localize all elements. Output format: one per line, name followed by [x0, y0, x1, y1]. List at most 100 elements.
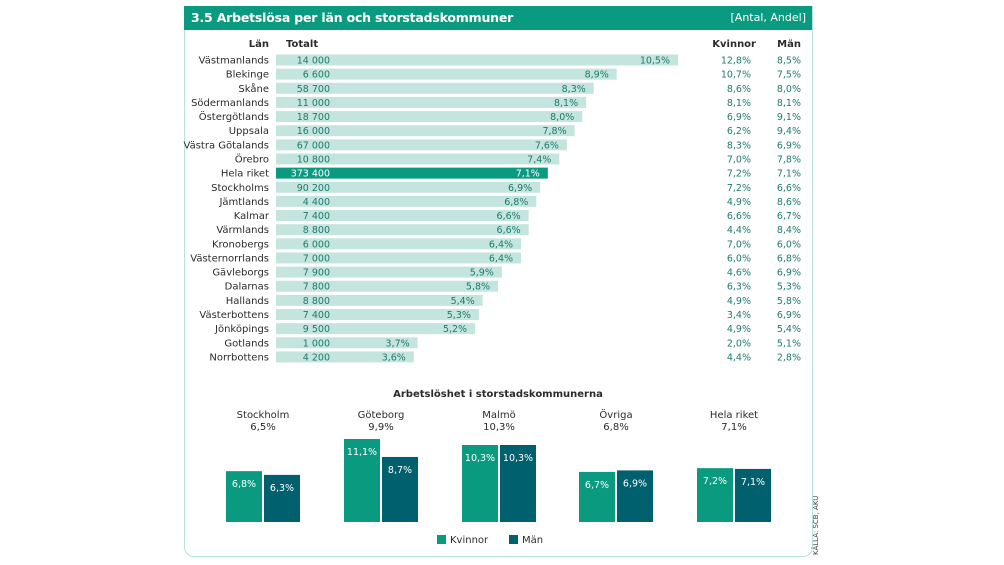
legend-item: Män: [509, 535, 543, 546]
city-total-label: 10,3%: [483, 422, 515, 433]
city-label: Övriga: [599, 408, 632, 421]
kvinnor-value: 6,0%: [727, 253, 751, 264]
column-header-kvinnor: Kvinnor: [712, 39, 756, 50]
kvinnor-value: 6,2%: [727, 126, 751, 137]
column-header-man: Män: [777, 39, 801, 50]
bar: [276, 309, 479, 321]
kvinnor-value: 4,4%: [727, 352, 751, 363]
column-header-lan: Län: [249, 39, 269, 50]
region-label: Västra Götalands: [184, 140, 269, 151]
man-value: 9,4%: [777, 126, 801, 137]
total-count-label: 7 400: [303, 310, 330, 321]
bar-kvinnor: [344, 439, 380, 522]
total-count-label: 58 700: [297, 84, 330, 95]
total-count-label: 18 700: [297, 112, 330, 123]
kvinnor-value: 2,0%: [727, 338, 751, 349]
legend-item: Kvinnor: [437, 535, 489, 546]
bar-man: [264, 474, 300, 522]
table-row: Västerbottens 7 400 5,3% 3,4% 6,9%: [199, 309, 801, 321]
bar: [276, 337, 418, 349]
man-value: 7,5%: [777, 70, 801, 81]
table-row: Gotlands 1 000 3,7% 2,0% 5,1%: [224, 337, 801, 349]
bar-kvinnor: [462, 444, 498, 522]
region-label: Blekinge: [226, 70, 269, 81]
table-row: Västmanlands 14 000 10,5% 12,8% 8,5%: [199, 54, 801, 67]
share-label: 8,9%: [585, 70, 609, 81]
total-count-label: 90 200: [297, 183, 330, 194]
total-count-label: 11 000: [297, 98, 330, 109]
region-label: Stockholms: [211, 183, 269, 194]
bar: [276, 82, 594, 94]
legend-swatch: [509, 535, 518, 544]
source-note: KÄLLA: SCB, AKU: [812, 495, 820, 555]
city-total-label: 6,8%: [603, 422, 628, 433]
bar: [276, 351, 414, 363]
share-label: 5,4%: [451, 296, 475, 307]
city-total-label: 9,9%: [368, 422, 393, 433]
share-label: 5,8%: [466, 282, 490, 293]
region-label: Kronobergs: [212, 239, 269, 250]
total-count-label: 7 800: [303, 282, 330, 293]
total-count-label: 14 000: [297, 56, 330, 67]
region-label: Östergötlands: [199, 110, 269, 123]
table-row: Gävleborgs 7 900 5,9% 4,6% 6,9%: [212, 266, 801, 279]
horizontal-bar-chart: Västmanlands 14 000 10,5% 12,8% 8,5%Blekinge…: [184, 54, 801, 363]
man-value: 8,4%: [777, 225, 801, 236]
man-value: 8,6%: [777, 197, 801, 208]
bar-kvinnor: [579, 471, 615, 522]
share-label: 5,3%: [447, 310, 471, 321]
table-row: Jämtlands 4 400 6,8% 4,9% 8,6%: [218, 195, 801, 208]
man-value: 7,1%: [777, 169, 801, 180]
region-label: Örebro: [235, 152, 269, 165]
man-value: 6,8%: [777, 253, 801, 264]
region-label: Jämtlands: [218, 197, 269, 208]
bar-value-label: 6,3%: [270, 483, 294, 494]
bar: [276, 266, 502, 278]
region-label: Västernorrlands: [190, 253, 269, 264]
total-count-label: 16 000: [297, 126, 330, 137]
kvinnor-value: 4,4%: [727, 225, 751, 236]
man-value: 8,5%: [777, 56, 801, 67]
table-row: Hela riket 373 400 7,1% 7,2% 7,1%: [221, 167, 801, 180]
share-label: 6,9%: [508, 183, 532, 194]
table-row: Blekinge 6 600 8,9% 10,7% 7,5%: [226, 68, 801, 81]
region-label: Dalarnas: [225, 282, 269, 293]
man-value: 6,9%: [777, 310, 801, 321]
kvinnor-value: 7,0%: [727, 154, 751, 165]
kvinnor-value: 7,2%: [727, 169, 751, 180]
man-value: 5,3%: [777, 282, 801, 293]
city-label: Malmö: [482, 410, 515, 421]
bar-value-label: 7,1%: [741, 477, 765, 488]
share-label: 6,4%: [489, 239, 513, 250]
table-row: Dalarnas 7 800 5,8% 6,3% 5,3%: [225, 280, 801, 293]
legend: Kvinnor Män: [437, 535, 543, 546]
total-count-label: 7 000: [303, 253, 330, 264]
kvinnor-value: 12,8%: [721, 56, 751, 67]
bar-kvinnor: [697, 468, 733, 522]
share-label: 10,5%: [640, 56, 670, 67]
table-row: Norrbottens 4 200 3,6% 4,4% 2,8%: [209, 351, 801, 363]
bar-man: [735, 468, 771, 522]
table-row: Södermanlands 11 000 8,1% 8,1% 8,1%: [191, 96, 801, 109]
share-label: 8,0%: [550, 112, 574, 123]
bar: [276, 294, 483, 306]
bar: [276, 252, 522, 264]
man-value: 6,9%: [777, 140, 801, 151]
total-count-label: 8 800: [303, 225, 330, 236]
total-count-label: 7 400: [303, 211, 330, 222]
total-count-label: 10 800: [297, 154, 330, 165]
bar-value-label: 7,2%: [703, 476, 727, 487]
share-label: 5,9%: [470, 268, 494, 279]
man-value: 6,6%: [777, 183, 801, 194]
bar: [276, 54, 678, 66]
table-row: Hallands 8 800 5,4% 4,9% 5,8%: [226, 294, 801, 307]
share-label: 7,8%: [542, 126, 566, 137]
bar-value-label: 10,3%: [465, 453, 495, 464]
table-row: Stockholms 90 200 6,9% 7,2% 6,6%: [211, 181, 801, 194]
kvinnor-value: 6,9%: [727, 112, 751, 123]
kvinnor-value: 10,7%: [721, 70, 751, 81]
bar: [276, 195, 537, 207]
region-label: Hallands: [226, 296, 269, 307]
